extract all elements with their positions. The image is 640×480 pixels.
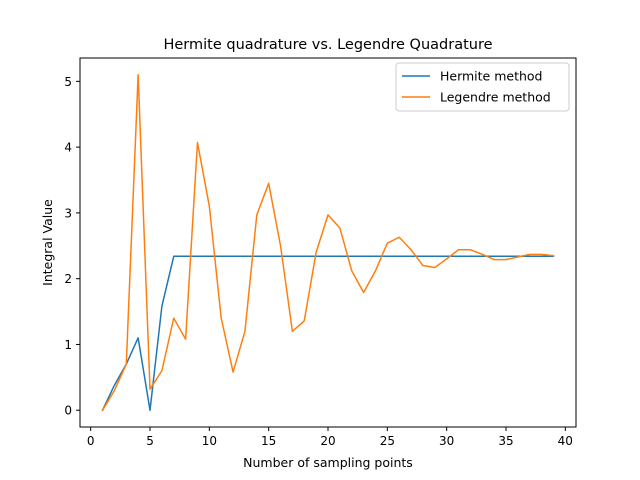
x-axis-label: Number of sampling points — [243, 455, 413, 470]
y-axis-label: Integral Value — [40, 199, 55, 286]
plot-lines — [101, 74, 555, 412]
series-line-hermite — [101, 255, 555, 412]
y-tick-label: 0 — [64, 404, 72, 418]
legend: Hermite method Legendre method — [395, 62, 570, 112]
x-tick-label: 5 — [146, 434, 154, 448]
chart-title: Hermite quadrature vs. Legendre Quadratu… — [163, 37, 492, 53]
y-tick-label: 1 — [64, 338, 72, 352]
legend-box — [395, 62, 570, 112]
legend-label-legendre: Legendre method — [440, 90, 551, 105]
x-tick-label: 35 — [498, 434, 513, 448]
y-tick-label: 4 — [64, 141, 72, 155]
x-tick-label: 15 — [261, 434, 276, 448]
x-tick-label: 20 — [320, 434, 335, 448]
y-tick-label: 5 — [64, 75, 72, 89]
x-tick-label: 30 — [439, 434, 454, 448]
x-tick-label: 10 — [202, 434, 217, 448]
x-tick-label: 40 — [558, 434, 573, 448]
legend-label-hermite: Hermite method — [440, 69, 543, 84]
y-axis: 0 1 2 3 4 5 — [64, 75, 80, 418]
x-axis: 0 5 10 15 20 25 30 35 40 — [87, 427, 573, 448]
x-tick-label: 0 — [87, 434, 95, 448]
y-tick-label: 3 — [64, 206, 72, 220]
series-line-legendre — [101, 74, 555, 412]
y-tick-label: 2 — [64, 272, 72, 286]
x-tick-label: 25 — [380, 434, 395, 448]
